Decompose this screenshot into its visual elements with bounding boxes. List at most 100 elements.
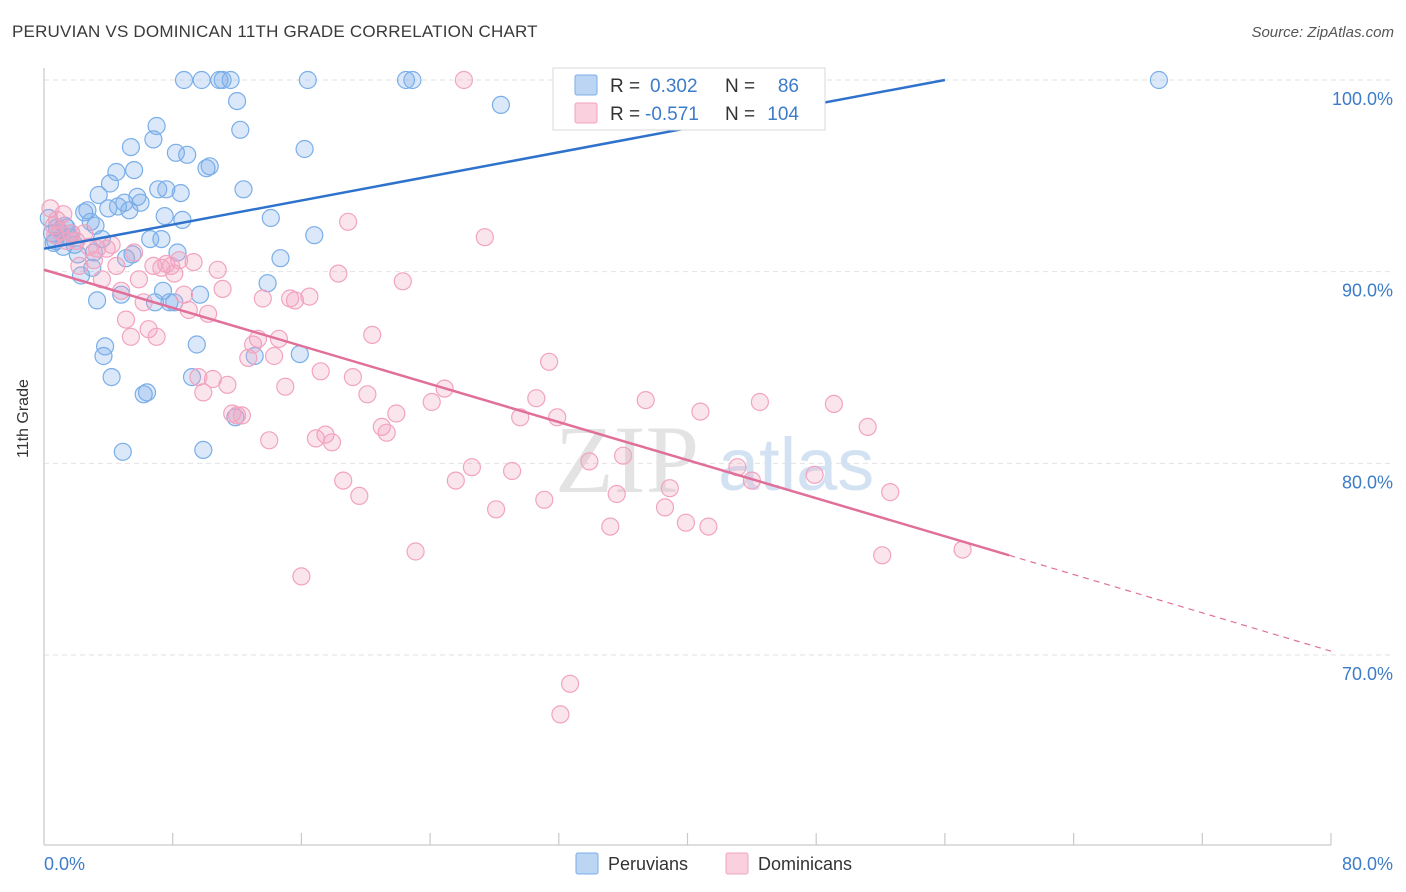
y-tick-label: 80.0%: [1342, 472, 1393, 492]
dominicans-point: [462, 458, 481, 477]
peruvians-point: [121, 138, 140, 157]
dominicans-point: [454, 70, 473, 90]
peruvians-point: [258, 274, 277, 293]
peruvians-point: [271, 249, 290, 268]
dominicans-point: [329, 264, 348, 283]
dominicans-point: [350, 486, 369, 505]
peruvians-point: [131, 193, 150, 212]
dominicans-point: [655, 498, 675, 517]
peruvians-point: [396, 70, 416, 90]
legend-r-label-peruvians: R =: [610, 76, 640, 97]
dominicans-point: [358, 385, 377, 404]
legend-bottom-label-peruvians: Peruvians: [608, 854, 688, 874]
dominicans-point: [387, 404, 406, 423]
dominicans-point: [228, 406, 247, 425]
legend-swatch-dominicans: [574, 102, 598, 124]
dominicans-point: [873, 546, 892, 565]
dominicans-trend-line: [43, 268, 1010, 557]
peruvians-point: [147, 116, 166, 136]
dominicans-point: [601, 517, 620, 536]
dominicans-point: [218, 375, 237, 394]
dominicans-point: [107, 256, 126, 275]
peruvians-point: [245, 346, 264, 366]
peruvians-point: [87, 291, 107, 310]
dominicans-point: [487, 500, 506, 519]
dominicans-point: [858, 417, 877, 436]
dominicans-point: [184, 253, 203, 272]
peruvians-point: [95, 337, 115, 356]
legend-bottom-label-dominicans: Dominicans: [758, 854, 852, 874]
peruvians-point: [187, 335, 206, 354]
dominicans-point: [84, 251, 104, 270]
y-tick-label: 70.0%: [1342, 664, 1393, 684]
peruvians-point: [491, 95, 510, 115]
peruvians-point: [166, 143, 185, 162]
dominicans-point: [613, 446, 633, 465]
dominicans-point: [165, 264, 184, 283]
dominicans-point: [208, 260, 227, 279]
peruvians-point: [144, 130, 163, 149]
peruvians-point: [231, 120, 250, 139]
peruvians-point: [178, 145, 197, 164]
peruvians-point: [1149, 70, 1169, 90]
dominicans-point: [699, 517, 718, 536]
dominicans-point: [580, 452, 599, 471]
dominicans-point: [322, 433, 342, 452]
dominicans-point: [502, 461, 522, 481]
peruvians-point: [228, 91, 247, 111]
dominicans-point: [265, 346, 284, 366]
dominicans-point: [393, 272, 412, 291]
source-label: Source: ZipAtlas.com: [1251, 24, 1394, 41]
legend-r-value-peruvians: 0.302: [650, 76, 698, 97]
dominicans-point: [535, 490, 554, 509]
dominicans-point: [194, 383, 213, 402]
dominicans-point: [363, 325, 382, 344]
peruvians-point: [190, 285, 210, 304]
peruvians-point: [78, 201, 97, 220]
peruvians-point: [107, 162, 126, 182]
peruvians-point: [137, 383, 157, 402]
dominicans-point: [446, 471, 465, 490]
legend-swatch-peruvians: [574, 74, 598, 96]
legend-bottom-swatch-dominicans: [725, 852, 749, 875]
trend-lines: [43, 78, 1332, 652]
dominicans-point: [147, 327, 166, 346]
peruvians-point: [128, 187, 147, 206]
watermark: ZIP atlas: [555, 406, 874, 513]
dominicans-point: [54, 205, 73, 224]
dominicans-point: [129, 270, 148, 289]
chart-title: PERUVIAN VS DOMINICAN 11TH GRADE CORRELA…: [12, 22, 538, 41]
peruvians-point: [192, 70, 211, 90]
peruvians-point: [200, 157, 219, 176]
dominicans-point: [260, 431, 279, 450]
dominicans-point: [691, 402, 710, 421]
legend-n-value-peruvians: 86: [778, 76, 799, 97]
peruvians-point: [125, 161, 144, 180]
peruvians-point: [197, 159, 216, 178]
dominicans-point: [170, 251, 189, 270]
dominicans-point: [276, 377, 295, 396]
dominicans-point: [636, 391, 655, 410]
dominicans-point: [676, 513, 696, 532]
peruvians-point: [155, 207, 174, 226]
peruvians-point: [100, 174, 120, 193]
dominicans-point: [560, 674, 580, 693]
peruvians-point: [295, 139, 314, 159]
peruvians-point: [403, 70, 422, 90]
dominicans-point: [527, 389, 546, 408]
peruvians-point: [194, 440, 213, 459]
peruvians-point: [153, 281, 173, 300]
dominicans-point: [343, 368, 362, 387]
dominicans-points: [41, 70, 972, 724]
legend-box: [552, 67, 826, 131]
dominicans-point: [539, 352, 559, 371]
x-tick-label-min: 0.0%: [44, 854, 85, 874]
dominicans-point: [475, 228, 494, 247]
legend-n-label-peruvians: N =: [725, 76, 755, 97]
legend-r-value-dominicans: -0.571: [645, 104, 699, 125]
x-tick-label-max: 80.0%: [1342, 854, 1393, 874]
dominicans-point: [805, 465, 824, 484]
dominicans-point: [881, 483, 900, 502]
dominicans-point: [174, 285, 194, 304]
